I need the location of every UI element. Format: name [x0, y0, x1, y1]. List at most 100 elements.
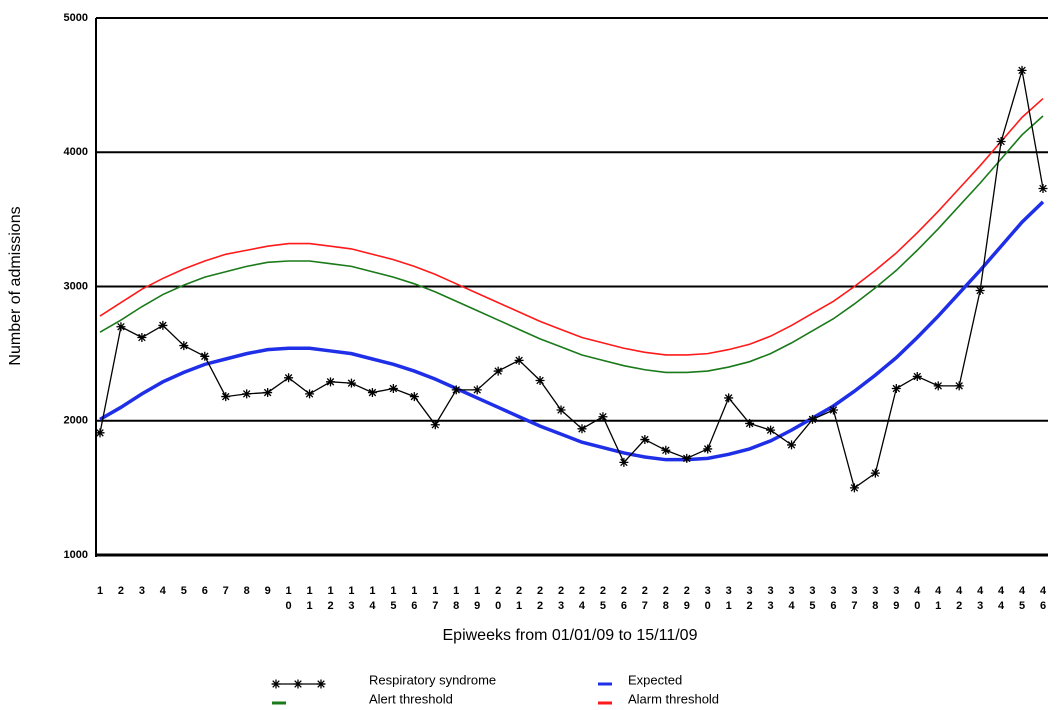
point-marker — [472, 385, 482, 395]
x-tick-label: 23 — [555, 585, 567, 615]
x-tick-label: 34 — [786, 585, 798, 615]
x-tick-label: 30 — [702, 585, 714, 615]
point-marker — [263, 388, 273, 398]
legend-label: Expected — [628, 672, 682, 687]
point-marker — [661, 445, 671, 455]
point-marker — [535, 375, 545, 385]
point-marker — [367, 388, 377, 398]
point-marker — [158, 320, 168, 330]
x-tick-label: 4 — [157, 585, 169, 600]
point-marker — [682, 453, 692, 463]
series-line — [99, 70, 1044, 489]
point-marker — [619, 457, 629, 467]
point-marker — [1017, 65, 1027, 75]
point-marker — [200, 351, 210, 361]
point-marker — [316, 679, 326, 689]
point-marker — [828, 405, 838, 415]
point-marker — [179, 341, 189, 351]
x-tick-label: 46 — [1037, 585, 1049, 615]
y-tick-label: 1000 — [64, 549, 88, 561]
x-tick-label: 33 — [765, 585, 777, 615]
y-tick-label: 2000 — [64, 415, 88, 427]
point-marker — [577, 424, 587, 434]
point-marker — [598, 412, 608, 422]
x-tick-label: 20 — [492, 585, 504, 615]
point-marker — [807, 414, 817, 424]
x-tick-label: 19 — [471, 585, 483, 615]
x-tick-label: 25 — [597, 585, 609, 615]
x-tick-label: 45 — [1016, 585, 1028, 615]
x-tick-label: 22 — [534, 585, 546, 615]
point-marker — [849, 483, 859, 493]
point-marker — [745, 418, 755, 428]
x-tick-label: 32 — [744, 585, 756, 615]
point-marker — [242, 389, 252, 399]
point-marker — [346, 378, 356, 388]
x-tick-label: 27 — [639, 585, 651, 615]
point-marker — [1038, 183, 1048, 193]
series-line — [99, 115, 1044, 374]
x-tick-label: 16 — [408, 585, 420, 615]
x-tick-label: 36 — [827, 585, 839, 615]
point-marker — [409, 392, 419, 402]
point-marker — [975, 286, 985, 296]
point-marker — [640, 435, 650, 445]
x-axis-label: Epiweeks from 01/01/09 to 15/11/09 — [443, 627, 698, 644]
y-axis-label: Number of admissions — [7, 206, 24, 365]
point-marker — [556, 405, 566, 415]
x-tick-label: 7 — [220, 585, 232, 600]
point-marker — [271, 679, 281, 689]
x-tick-label: 8 — [241, 585, 253, 600]
point-marker — [293, 679, 303, 689]
x-tick-label: 29 — [681, 585, 693, 615]
point-marker — [493, 366, 503, 376]
point-marker — [787, 440, 797, 450]
series-line — [99, 200, 1045, 462]
x-tick-label: 43 — [974, 585, 986, 615]
x-tick-label: 35 — [806, 585, 818, 615]
point-marker — [326, 377, 336, 387]
point-marker — [305, 389, 315, 399]
x-tick-label: 17 — [429, 585, 441, 615]
y-tick-label: 5000 — [64, 12, 88, 24]
legend-label: Alarm threshold — [628, 691, 719, 706]
x-tick-label: 31 — [723, 585, 735, 615]
x-tick-label: 6 — [199, 585, 211, 600]
x-tick-label: 12 — [325, 585, 337, 615]
x-tick-label: 15 — [387, 585, 399, 615]
point-marker — [912, 371, 922, 381]
x-tick-label: 41 — [932, 585, 944, 615]
point-marker — [891, 384, 901, 394]
x-tick-label: 38 — [869, 585, 881, 615]
x-tick-label: 9 — [262, 585, 274, 600]
x-tick-label: 28 — [660, 585, 672, 615]
x-tick-label: 5 — [178, 585, 190, 600]
point-marker — [703, 444, 713, 454]
x-tick-label: 24 — [576, 585, 588, 615]
series-line — [99, 97, 1044, 356]
x-tick-label: 14 — [366, 585, 378, 615]
x-tick-label: 40 — [911, 585, 923, 615]
point-marker — [766, 425, 776, 435]
point-marker — [514, 355, 524, 365]
point-marker — [996, 137, 1006, 147]
x-tick-label: 21 — [513, 585, 525, 615]
legend-label: Respiratory syndrome — [369, 672, 496, 687]
point-marker — [116, 322, 126, 332]
x-tick-label: 3 — [136, 585, 148, 600]
x-tick-label: 44 — [995, 585, 1007, 615]
x-tick-label: 13 — [345, 585, 357, 615]
y-tick-label: 4000 — [64, 146, 88, 158]
point-marker — [451, 385, 461, 395]
point-marker — [221, 392, 231, 402]
point-marker — [388, 384, 398, 394]
point-marker — [933, 381, 943, 391]
point-marker — [284, 373, 294, 383]
legend-label: Alert threshold — [369, 691, 453, 706]
x-tick-label: 26 — [618, 585, 630, 615]
x-tick-label: 42 — [953, 585, 965, 615]
x-tick-label: 39 — [890, 585, 902, 615]
x-tick-label: 18 — [450, 585, 462, 615]
